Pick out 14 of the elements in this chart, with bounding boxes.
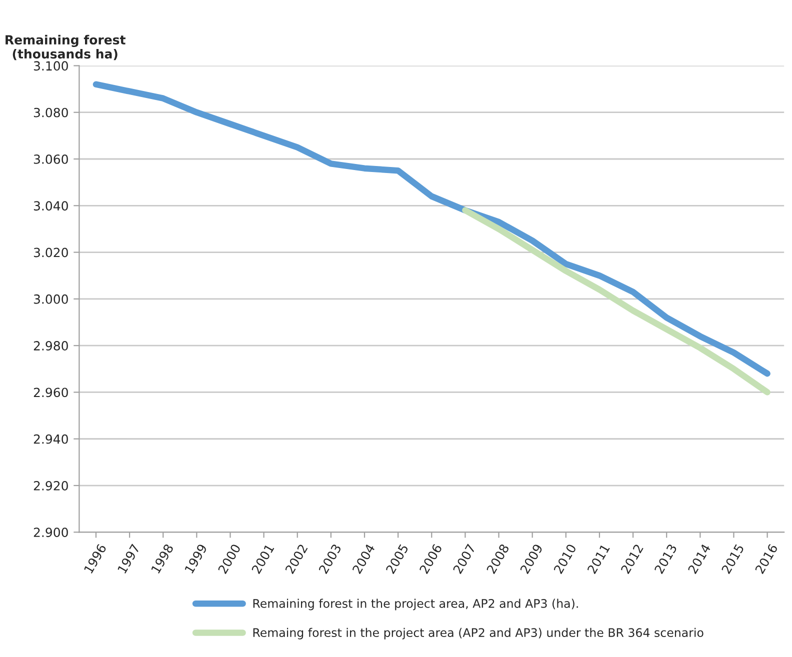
y-tick-label: 2.960 [34, 388, 68, 398]
y-tick-label: 2.980 [34, 341, 68, 351]
y-tick-label: 3.040 [34, 201, 68, 211]
y-tick-label: 2.920 [34, 480, 68, 490]
y-axis-title: Remaining forest (thousands ha) [6, 34, 126, 60]
y-tick-label: 2.900 [34, 528, 68, 538]
legend-label: Remaining forest in the project area, AP2 and AP3 (ha). [253, 598, 578, 610]
legend-label: Remaing forest in the project area (AP2 and AP3) under the BR 364 scenario [253, 628, 704, 640]
y-tick-label: 3.020 [34, 248, 68, 258]
y-tick-label: 3.080 [34, 108, 68, 118]
y-tick-label: 2.940 [34, 434, 68, 444]
y-tick-label: 3.060 [34, 154, 68, 164]
y-tick-label: 3.000 [34, 294, 68, 304]
y-tick-label: 3.100 [34, 61, 68, 71]
